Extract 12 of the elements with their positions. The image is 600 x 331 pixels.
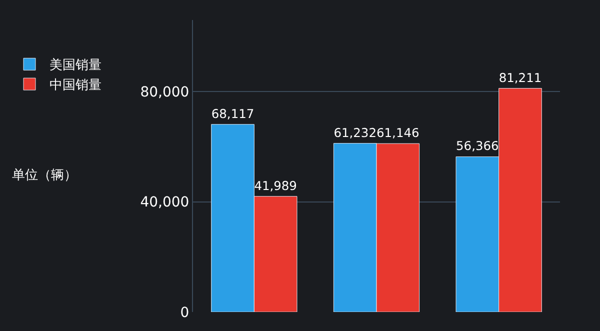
legend-label: 美国销量 bbox=[50, 57, 102, 74]
data-label: 81,211 bbox=[498, 70, 542, 85]
data-label: 41,989 bbox=[254, 178, 297, 193]
text: 单位（辆） bbox=[12, 168, 77, 183]
y-tick-label: 0 bbox=[180, 304, 190, 321]
data-label: 56,366 bbox=[456, 139, 499, 154]
legend-label: 中国销量 bbox=[50, 78, 102, 94]
y-tick-label: 40,000 bbox=[140, 194, 190, 211]
data-label: 61,232 bbox=[334, 126, 376, 140]
y-tick-label: 80,000 bbox=[140, 84, 190, 101]
data-label: 61,146 bbox=[376, 126, 420, 140]
data-label: 68,117 bbox=[211, 106, 254, 121]
